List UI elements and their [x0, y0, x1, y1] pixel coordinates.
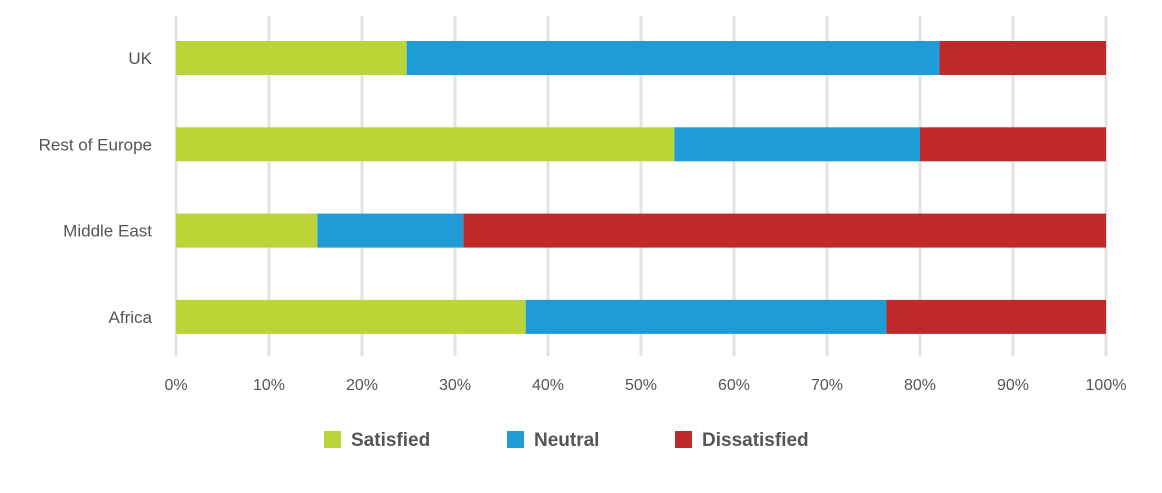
- x-tick-label-60: 60%: [718, 377, 750, 394]
- legend-label-neutral: Neutral: [534, 430, 599, 451]
- legend-label-dissatisfied: Dissatisfied: [702, 430, 809, 451]
- bar-africa-dissatisfied: [886, 299, 1106, 334]
- x-tick-label-10: 10%: [253, 377, 285, 394]
- x-tick-label-20: 20%: [346, 377, 378, 394]
- x-tick-label-0: 0%: [164, 377, 187, 394]
- legend-label-satisfied: Satisfied: [351, 430, 430, 451]
- bar-middle-east-satisfied: [176, 213, 318, 248]
- x-tick-label-90: 90%: [997, 377, 1029, 394]
- legend-swatch-satisfied: [324, 431, 341, 448]
- bar-middle-east-dissatisfied: [463, 213, 1106, 248]
- bar-rest-of-europe-satisfied: [176, 127, 675, 162]
- category-labels: UK Rest of Europe Middle East Africa: [39, 49, 153, 327]
- category-label-africa: Africa: [109, 308, 153, 327]
- bar-uk-neutral: [406, 41, 940, 75]
- bar-africa-neutral: [525, 299, 887, 334]
- legend-swatch-neutral: [507, 431, 524, 448]
- category-label-rest-of-europe: Rest of Europe: [39, 135, 152, 154]
- category-label-middle-east: Middle East: [63, 222, 152, 241]
- legend-item-neutral: Neutral: [507, 430, 599, 451]
- x-tick-label-30: 30%: [439, 377, 471, 394]
- bar-uk-dissatisfied: [939, 41, 1106, 75]
- bars: [176, 41, 1106, 334]
- x-tick-label-50: 50%: [625, 377, 657, 394]
- x-tick-label-80: 80%: [904, 377, 936, 394]
- legend: Satisfied Neutral Dissatisfied: [324, 430, 809, 451]
- x-tick-label-100: 100%: [1086, 377, 1127, 394]
- x-tick-label-40: 40%: [532, 377, 564, 394]
- legend-swatch-dissatisfied: [675, 431, 692, 448]
- bar-uk-satisfied: [176, 41, 407, 75]
- legend-item-dissatisfied: Dissatisfied: [675, 430, 809, 451]
- bar-africa-satisfied: [176, 299, 526, 334]
- x-tick-labels: 0% 10% 20% 30% 40% 50% 60% 70% 80% 90% 100%: [164, 377, 1126, 394]
- x-tick-label-70: 70%: [811, 377, 843, 394]
- bar-middle-east-neutral: [317, 213, 464, 248]
- legend-item-satisfied: Satisfied: [324, 430, 430, 451]
- bar-rest-of-europe-dissatisfied: [920, 127, 1106, 162]
- bar-rest-of-europe-neutral: [674, 127, 920, 162]
- category-label-uk: UK: [128, 49, 152, 68]
